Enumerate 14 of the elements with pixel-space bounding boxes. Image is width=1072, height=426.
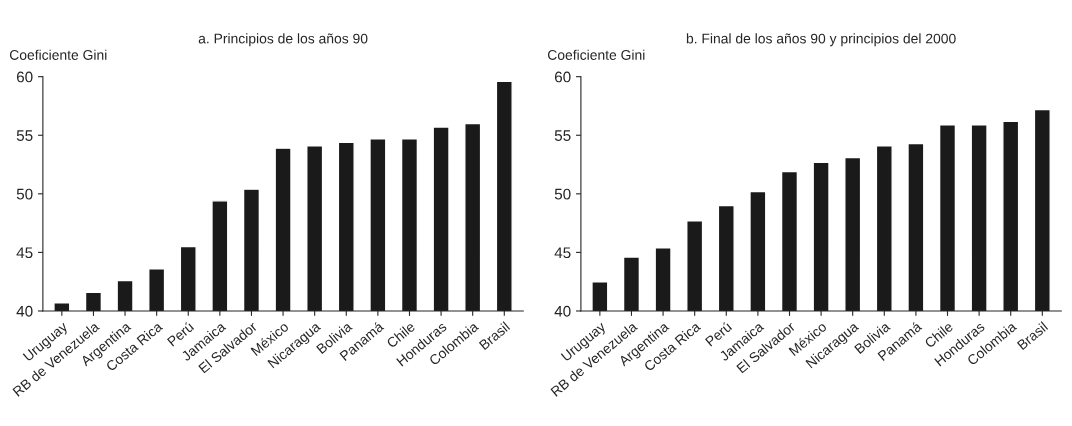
y-tick-label: 40	[554, 305, 571, 317]
y-tick-label: 50	[16, 188, 33, 200]
y-tick-label: 55	[16, 130, 33, 141]
y-tick-label: 50	[554, 188, 571, 200]
y-axis-title: Coeficiente Gini	[547, 49, 645, 60]
chart-title: b. Final de los años 90 y principios del 2000	[686, 33, 956, 47]
y-tick-label: 45	[554, 247, 571, 259]
y-tick-label: 60	[554, 71, 571, 83]
y-tick-label: 55	[554, 130, 571, 141]
y-tick-label: 40	[16, 305, 33, 317]
y-tick-label: 60	[16, 71, 33, 83]
y-tick-label: 45	[16, 247, 33, 259]
y-axis-title: Coeficiente Gini	[9, 49, 107, 60]
chart-title: a. Principios de los años 90	[198, 33, 368, 47]
